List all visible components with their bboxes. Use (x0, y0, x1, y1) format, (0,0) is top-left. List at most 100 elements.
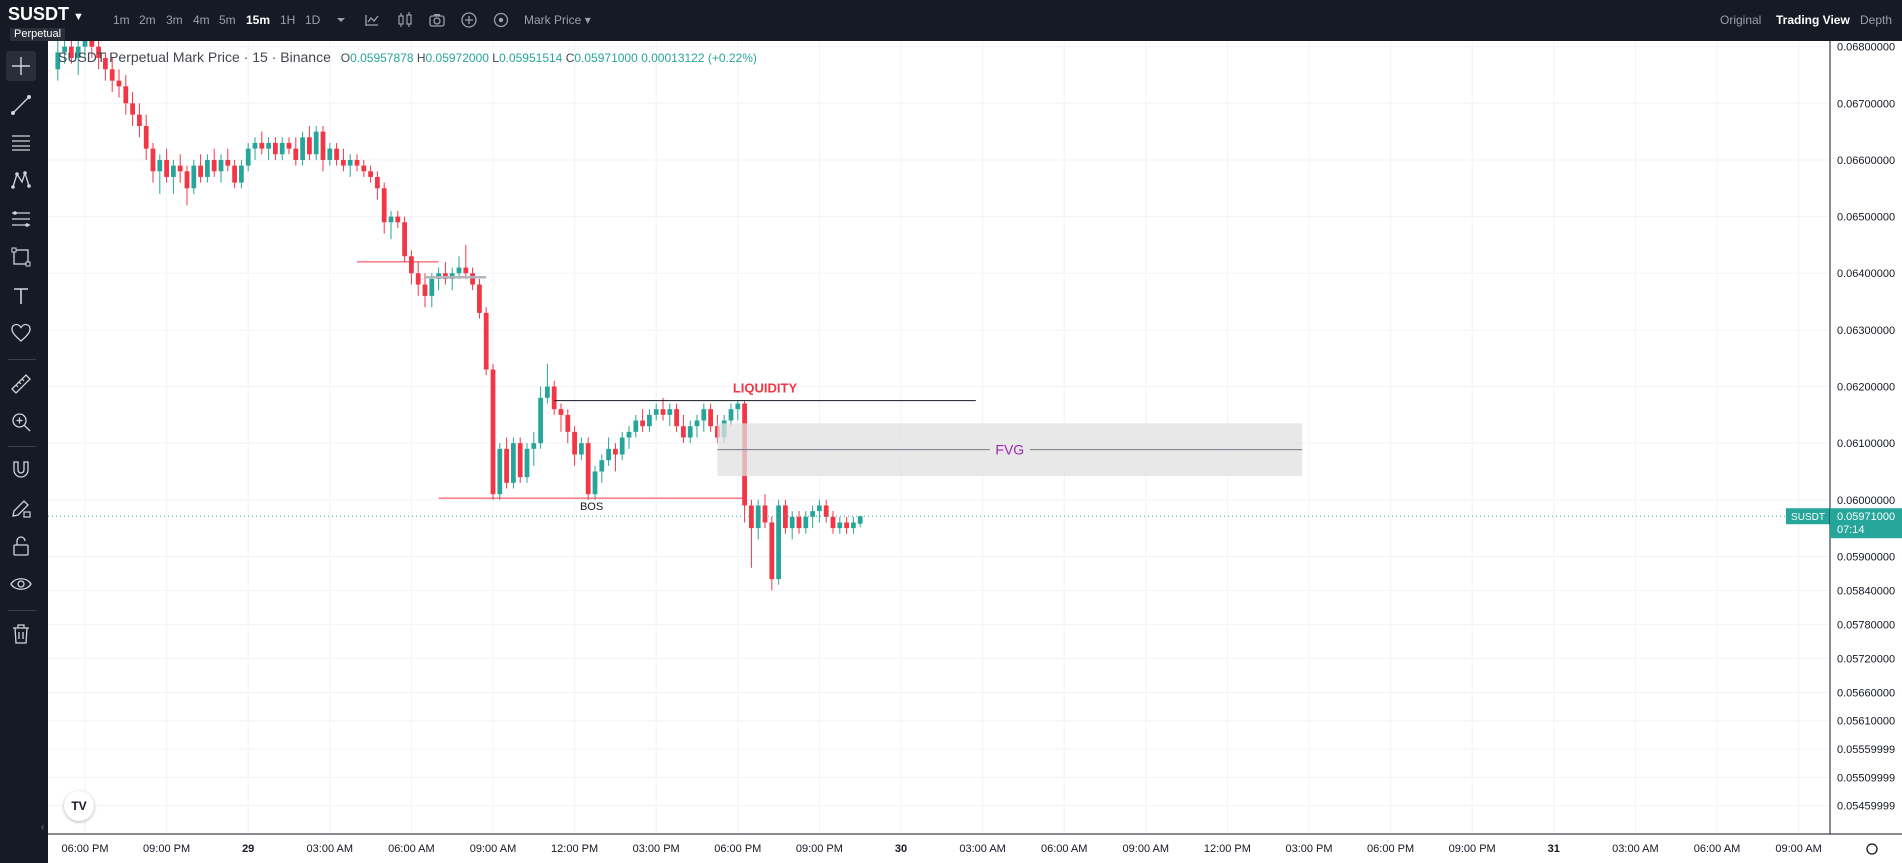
pattern-icon[interactable] (6, 165, 36, 195)
candle (103, 52, 108, 81)
candle (341, 148, 346, 172)
price-label: 0.05559999 (1837, 744, 1895, 756)
horizontal-lines-icon[interactable] (6, 127, 36, 157)
trash-icon[interactable] (6, 619, 36, 649)
candle (109, 57, 115, 92)
candle-body (327, 148, 333, 160)
rectangle-icon[interactable] (6, 242, 36, 272)
contract-badge: Perpetual (10, 28, 66, 41)
price-axis: 0.06800000 0.06700000 0.06600000 0.06500000… (1829, 41, 1902, 863)
candle-body (402, 222, 407, 257)
timeframe-5m[interactable]: 5m (219, 13, 236, 27)
price-type-dropdown[interactable]: Mark Price ▾ (524, 13, 591, 27)
candle (266, 137, 271, 160)
candle-body (130, 103, 135, 115)
lock-pencil-icon[interactable] (6, 493, 36, 523)
candle (232, 159, 237, 189)
text-icon[interactable] (6, 281, 36, 311)
price-label: 0.06000000 (1837, 495, 1895, 507)
candle-body (273, 142, 278, 155)
price-label: 0.06700000 (1837, 98, 1895, 110)
price-chart[interactable]: LIQUIDITY FVG BOS SUSDT 0.06800000 0.0670000… (48, 41, 1902, 863)
price-label: 0.06100000 (1837, 438, 1895, 450)
candle (320, 125, 326, 172)
chart-grid (48, 41, 1830, 834)
candle (293, 137, 299, 166)
candle-body (592, 471, 598, 495)
zoom-in-icon[interactable] (6, 407, 36, 437)
timeframe-3m[interactable]: 3m (166, 13, 183, 27)
view-tab-original[interactable]: Original (1720, 13, 1762, 27)
candle-body (320, 131, 326, 160)
time-label: 06:00 PM (714, 843, 761, 855)
candle-body (150, 148, 156, 172)
magnet-icon[interactable] (6, 455, 36, 485)
candle (191, 159, 197, 194)
candle (409, 250, 414, 285)
close-label: C (565, 51, 575, 65)
candle (334, 142, 339, 166)
candle (524, 443, 530, 483)
candle-body (606, 448, 611, 461)
symbol-tag: SUSDT (1791, 512, 1825, 523)
time-label: 03:00 PM (1285, 843, 1332, 855)
time-label: 03:00 AM (307, 843, 353, 855)
tradingview-logo[interactable]: TV (64, 791, 94, 821)
ruler-icon[interactable] (6, 369, 36, 399)
indicators-icon[interactable] (396, 11, 414, 29)
timeframe-2m[interactable]: 2m (139, 13, 156, 27)
collapse-toolbar-icon[interactable]: ‹ (41, 822, 45, 833)
price-axis-bg (1830, 41, 1902, 834)
crosshair-icon[interactable] (6, 51, 36, 81)
candle (810, 505, 815, 529)
candle (592, 465, 598, 500)
candle-body (109, 69, 115, 81)
time-label: 06:00 PM (1367, 843, 1414, 855)
eye-icon[interactable] (6, 569, 36, 599)
chevron-down-icon[interactable] (332, 11, 350, 29)
price-label: 0.06400000 (1837, 268, 1895, 280)
plus-circle-icon[interactable] (460, 11, 478, 29)
candle-body (653, 409, 659, 415)
timeframe-1d[interactable]: 1D (305, 13, 321, 27)
fib-icon[interactable] (6, 204, 36, 234)
screenshot-icon[interactable] (428, 11, 446, 29)
view-tab-trading-view[interactable]: Trading View (1776, 13, 1850, 27)
heart-icon[interactable] (6, 318, 36, 348)
candle-body (334, 148, 339, 160)
candle-body (857, 516, 863, 524)
toolbar-divider (8, 359, 36, 360)
timeframe-15m[interactable]: 15m (246, 13, 271, 27)
candle-body (103, 57, 108, 70)
candle (456, 256, 462, 279)
candle (477, 278, 482, 319)
candle (218, 154, 224, 183)
timeframe-1h[interactable]: 1H (280, 13, 296, 27)
candle (660, 397, 666, 421)
candle (619, 431, 625, 461)
candle (817, 499, 822, 523)
price-label: 0.05509999 (1837, 772, 1895, 784)
candle (483, 307, 489, 376)
candle-type-icon[interactable] (363, 11, 381, 29)
candle (585, 437, 591, 500)
unlock-icon[interactable] (6, 531, 36, 561)
trend-line-icon[interactable] (6, 90, 36, 120)
candle (143, 114, 149, 160)
candle-body (538, 397, 543, 444)
candle (327, 142, 333, 166)
candle (857, 515, 863, 528)
view-tab-depth[interactable]: Depth (1860, 13, 1893, 27)
toolbar-divider (8, 446, 36, 447)
symbol-selector[interactable]: SUSDT ▼ (8, 4, 84, 25)
timeframe-1m[interactable]: 1m (113, 13, 130, 27)
candle (150, 142, 156, 183)
price-label: 0.06300000 (1837, 325, 1895, 337)
timeframe-4m[interactable]: 4m (193, 13, 210, 27)
candle-body (735, 403, 741, 410)
time-label: 12:00 PM (1204, 843, 1251, 855)
settings-icon[interactable] (492, 11, 510, 29)
candle-body (817, 505, 822, 512)
candle (681, 414, 686, 444)
candle (157, 154, 163, 194)
